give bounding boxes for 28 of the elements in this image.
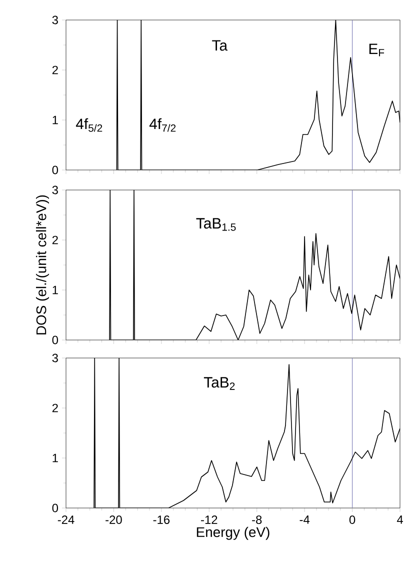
x-tick-label: -12	[201, 516, 218, 524]
y-tick-label: 1	[52, 454, 58, 462]
y-tick-label: 3	[52, 354, 58, 362]
y-tick-label: 1	[52, 116, 58, 124]
y-tick-label: 0	[52, 166, 58, 174]
x-tick-label: -20	[106, 516, 122, 524]
annotation: TaB$_{2}$	[204, 377, 235, 390]
x-tick-label: -24	[58, 516, 74, 524]
y-tick-label: 0	[52, 336, 58, 344]
annotation: TaB$_{1.5}$	[196, 218, 236, 231]
x-tick-label: -8	[252, 516, 262, 524]
x-tick-label: -16	[153, 516, 170, 524]
annotation: E$_{F}$	[369, 44, 384, 56]
y-tick-label: 2	[52, 236, 58, 244]
y-tick-label: 1	[52, 286, 58, 294]
x-axis-title: Energy (eV)	[196, 526, 270, 540]
y-tick-label: 2	[52, 66, 58, 74]
x-tick-label: -4	[300, 516, 310, 524]
x-tick-label: 0	[349, 516, 356, 524]
y-tick-label: 2	[52, 404, 58, 412]
annotation: 4f$_{7/2}$	[149, 118, 176, 132]
y-axis-title: DOS (el./(unit cell*eV))	[36, 195, 49, 334]
annotation: 4f$_{5/2}$	[76, 118, 102, 132]
annotation: Ta	[212, 40, 228, 51]
y-tick-label: 0	[52, 504, 58, 512]
y-tick-label: 3	[52, 16, 58, 24]
y-tick-label: 3	[52, 186, 58, 194]
x-tick-label: 4	[396, 516, 403, 524]
